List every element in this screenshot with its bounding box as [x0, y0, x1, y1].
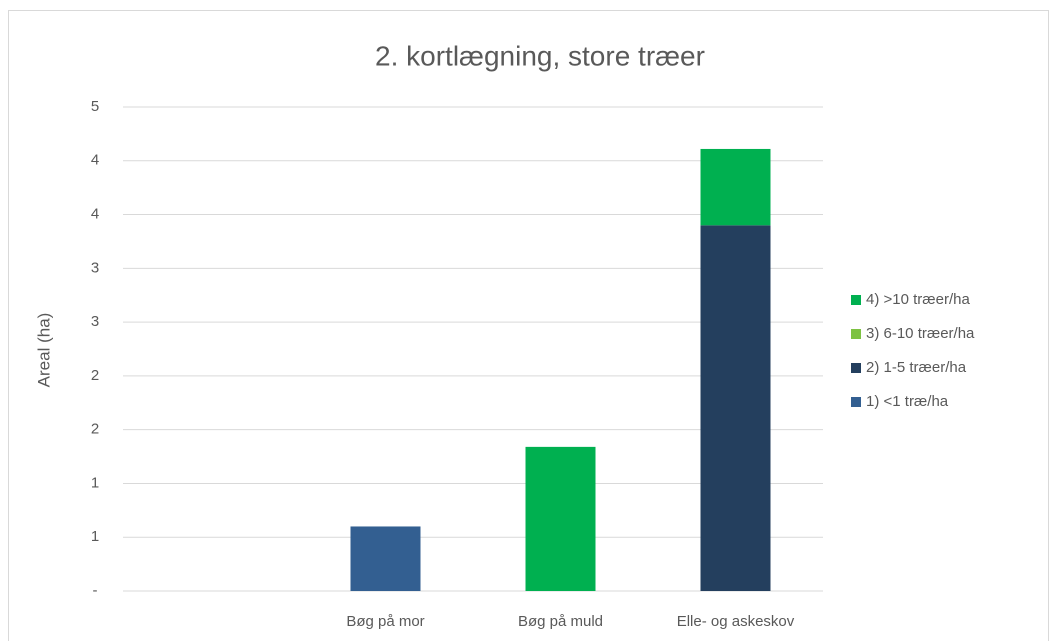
legend-label: 2) 1-5 træer/ha — [866, 359, 967, 376]
legend-label: 1) <1 træ/ha — [866, 393, 949, 410]
y-tick-label: 4 — [91, 152, 99, 169]
y-axis-title: Areal (ha) — [34, 313, 53, 388]
bar-segment — [350, 526, 421, 591]
y-tick-label: 5 — [91, 98, 99, 115]
legend-swatch — [851, 329, 861, 339]
x-tick-label: Elle- og askeskov — [677, 613, 795, 630]
bar-segment — [700, 225, 771, 592]
y-tick-label: 3 — [91, 313, 99, 330]
y-tick-label: 3 — [91, 259, 99, 276]
legend-label: 4) >10 træer/ha — [866, 291, 970, 308]
y-tick-label: 2 — [91, 367, 99, 384]
y-tick-label: 1 — [91, 528, 99, 545]
legend-swatch — [851, 363, 861, 373]
bar-segment — [700, 148, 771, 226]
legend-label: 3) 6-10 træer/ha — [866, 325, 975, 342]
legend-swatch — [851, 295, 861, 305]
y-tick-label: 2 — [91, 421, 99, 438]
y-tick-label: - — [93, 582, 98, 599]
y-tick-label: 4 — [91, 206, 99, 223]
legend-swatch — [851, 397, 861, 407]
y-tick-label: 1 — [91, 474, 99, 491]
x-tick-label: Bøg på muld — [518, 613, 603, 630]
x-tick-label: Bøg på mor — [346, 613, 424, 630]
chart-title: 2. kortlægning, store træer — [375, 40, 705, 71]
bar-segment — [525, 446, 596, 591]
